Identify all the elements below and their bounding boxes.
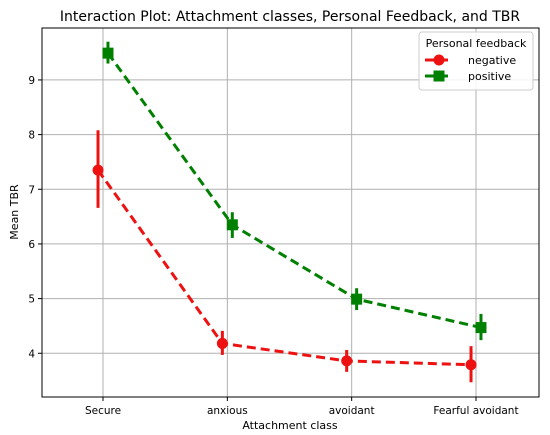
y-tick-label: 4 (28, 348, 35, 360)
legend-label: negative (468, 54, 516, 67)
y-tick-label: 8 (28, 130, 35, 142)
x-tick-label: Fearful avoidant (433, 405, 518, 417)
legend-marker (433, 70, 445, 82)
series-positive (102, 41, 487, 341)
x-tick-label: Secure (85, 405, 121, 417)
x-axis-label: Attachment class (242, 419, 338, 432)
legend: Personal feedback negative positive (418, 31, 534, 91)
y-tick-label: 6 (28, 239, 35, 251)
data-point-negative (465, 359, 477, 371)
y-tick-label: 7 (28, 184, 35, 196)
legend-items: negative positive (425, 54, 516, 83)
data-point-negative (92, 164, 104, 176)
data-point-positive (102, 47, 114, 59)
x-tick-label: avoidant (329, 405, 375, 417)
series-line-negative (96, 169, 472, 367)
data-point-negative (341, 355, 353, 367)
legend-title: Personal feedback (426, 37, 527, 50)
series-line-positive (106, 52, 482, 330)
legend-marker (433, 54, 445, 66)
plot-frame (41, 27, 540, 398)
chart-title: Interaction Plot: Attachment classes, Pe… (60, 9, 521, 25)
ticks-layer: 4 5 6 7 8 9 Secure anxious avoidant Fearful avoid… (28, 75, 518, 417)
y-tick-label: 9 (28, 75, 35, 87)
data-point-positive (351, 293, 363, 305)
legend-entry-positive: positive (425, 70, 511, 83)
series-layer (92, 41, 487, 383)
y-axis-label: Mean TBR (8, 184, 21, 240)
series-negative (92, 130, 477, 383)
data-point-negative (216, 337, 228, 349)
grid-layer (42, 28, 539, 397)
data-point-positive (475, 322, 487, 334)
legend-entry-negative: negative (425, 54, 516, 67)
x-tick-label: anxious (207, 405, 248, 417)
legend-label: positive (468, 70, 511, 83)
data-point-positive (226, 219, 238, 231)
y-tick-label: 5 (28, 294, 35, 306)
